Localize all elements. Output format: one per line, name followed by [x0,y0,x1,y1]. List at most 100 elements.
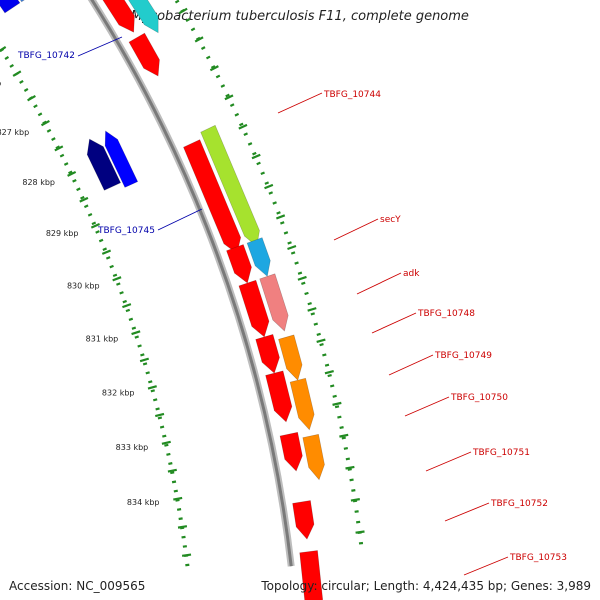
outer-tick [307,302,312,306]
gene-arrow [102,0,135,33]
inner-tick [72,178,77,183]
inner-tick [33,104,38,109]
tick-label: 830 kbp [67,281,100,290]
major-tick [101,249,112,255]
backbone-line [90,0,293,567]
major-tick [297,275,307,281]
inner-tick [119,291,124,295]
major-tick [339,433,349,438]
inner-tick [155,407,160,411]
major-tick [0,45,7,52]
outer-tick [337,415,342,419]
outer-tick [294,261,299,265]
gene-label: TBFG_10744 [323,90,381,100]
tick-rings [0,0,365,567]
major-tick [122,303,132,309]
inner-tick [142,362,148,366]
major-tick [324,370,334,375]
tick-label: 828 kbp [22,178,55,187]
outer-tick [324,363,330,367]
inner-tick [112,273,118,278]
major-tick [350,498,360,502]
inner-tick [51,137,56,141]
gene-arrow [289,377,315,431]
gene-arrow [265,370,293,423]
label-leader [388,354,434,376]
inner-tick [162,434,167,438]
inner-tick [9,63,14,68]
inner-tick [173,489,178,493]
gene-arrow [279,431,303,472]
outer-tick [225,93,230,98]
inner-tick [140,353,145,357]
inner-tick [131,326,137,330]
outer-tick [334,405,340,409]
inner-tick [105,256,111,260]
outer-tick [210,65,216,69]
label-leader [371,312,417,334]
outer-tick [243,132,248,136]
gene-arrow [278,334,303,381]
tick-label: 829 kbp [46,229,79,238]
inner-tick [37,112,43,117]
outer-tick [272,201,277,205]
gene-label: secY [380,215,401,225]
outer-tick [330,384,335,388]
gene-label: TBFG_10750 [450,393,508,403]
major-tick [287,244,297,251]
inner-tick [80,195,85,200]
outer-tick [354,510,359,513]
gene-labels: TBFG_10742 TBFG_10744 TBFG_10745 secY adk TBF… [17,51,567,563]
outer-tick [234,112,240,117]
inner-tick [102,247,107,251]
outer-tick [174,0,180,4]
gene-label: TBFG_10751 [472,448,530,458]
gene-label: TBFG_10749 [434,351,492,361]
inner-tick [109,264,114,269]
inner-tick [63,162,69,166]
outer-tick [332,394,337,398]
inner-tick [19,79,24,84]
major-tick [264,183,274,190]
outer-tick [215,74,221,79]
major-tick [167,468,177,473]
inner-tick [76,187,81,192]
inner-tick [170,471,175,475]
inner-tick [83,204,89,209]
inner-tick [98,238,104,243]
inner-tick [87,212,93,217]
inner-tick [152,398,158,402]
inner-tick [171,480,177,484]
major-tick [161,440,171,445]
inner-tick [176,508,182,511]
outer-tick [264,181,270,185]
major-tick [131,330,141,336]
outer-tick [190,27,196,32]
outer-tick [349,478,354,482]
major-tick [355,530,365,534]
outer-tick [322,353,327,357]
inner-tick [178,517,183,521]
label-leader [356,272,402,295]
gene-arrow [226,244,252,284]
gene-arrow [259,273,289,332]
outer-tick [276,211,281,215]
label-leader [444,502,490,522]
label-leader [277,92,323,114]
inner-tick [23,88,29,92]
inner-tick [145,371,150,375]
major-tick [79,196,89,203]
outer-tick [297,271,303,275]
gene-arrow [299,550,324,600]
gene-arrow [302,433,325,481]
outer-tick [301,281,306,285]
label-leader [77,36,123,57]
inner-tick [68,170,73,175]
outer-tick [347,467,352,471]
outer-tick [252,151,257,156]
gene-arrow [86,138,122,191]
major-tick [194,36,204,43]
outer-tick [200,46,206,51]
label-leader [404,396,450,417]
